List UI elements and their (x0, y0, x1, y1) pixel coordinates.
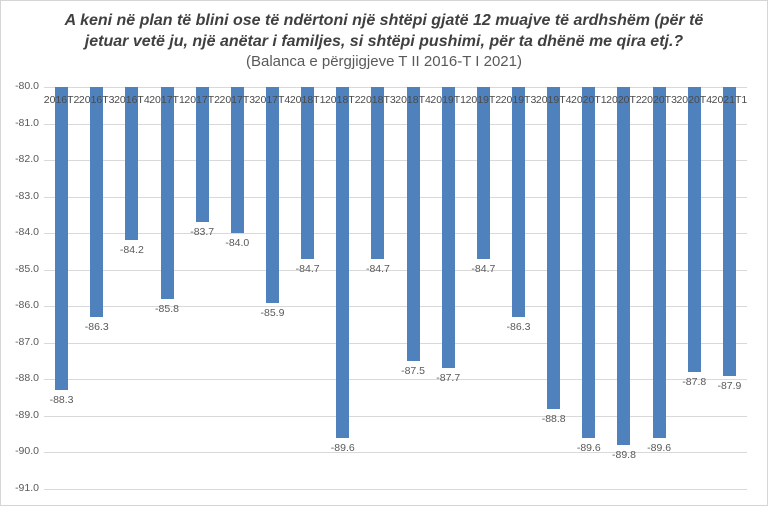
bar-value-label: -88.3 (49, 394, 74, 406)
bar-2017T4 (266, 87, 279, 303)
gridline (44, 306, 747, 307)
y-axis-tick-label: -85.0 (15, 263, 39, 275)
bar-value-label: -86.3 (506, 321, 531, 333)
gridline (44, 270, 747, 271)
bar-2018T2 (336, 87, 349, 438)
bar-2017T3 (231, 87, 244, 233)
bar-value-label: -89.6 (647, 442, 672, 454)
gridline (44, 343, 747, 344)
bar-value-label: -89.8 (612, 449, 636, 461)
bar-value-label: -87.5 (401, 365, 426, 377)
gridline (44, 160, 747, 161)
x-category-label: 2020T3 (641, 94, 677, 106)
bar-2020T2 (617, 87, 630, 445)
bar-value-label: -84.7 (365, 263, 390, 275)
bar-2018T1 (301, 87, 314, 259)
x-category-label: 2020T4 (676, 94, 713, 106)
y-axis-tick-label: -80.0 (15, 80, 39, 92)
x-category-label: 2016T3 (78, 94, 115, 106)
bar-2020T4 (688, 87, 701, 372)
x-category-label: 2017T2 (184, 94, 220, 106)
x-category-label: 2017T4 (254, 94, 291, 106)
x-category-label: 2018T4 (395, 94, 431, 106)
bar-value-label: -89.6 (330, 442, 355, 454)
gridline (44, 489, 747, 490)
x-category-label: 2016T2 (43, 94, 80, 106)
bar-value-label: -87.9 (717, 380, 742, 392)
bar-value-label: -87.8 (682, 376, 707, 388)
bar-2016T3 (90, 87, 103, 317)
y-axis-tick-label: -86.0 (15, 299, 39, 311)
bar-2018T3 (371, 87, 384, 259)
bar-value-label: -86.3 (84, 321, 109, 333)
gridline (44, 233, 747, 234)
x-category-label: 2019T1 (430, 94, 467, 106)
bar-value-label: -88.8 (541, 413, 566, 425)
x-category-label: 2019T3 (500, 94, 537, 106)
chart-subtitle: (Balanca e përgjigjeve T II 2016-T I 202… (245, 53, 522, 70)
x-category-label: 2018T3 (360, 94, 396, 106)
y-axis-tick-label: -91.0 (15, 482, 39, 494)
gridline (44, 379, 747, 380)
bar-2019T4 (547, 87, 560, 409)
bar-value-label: -85.9 (260, 307, 285, 319)
bar-2020T1 (582, 87, 595, 438)
gridline (44, 452, 747, 453)
y-axis-tick-label: -88.0 (15, 372, 39, 384)
bar-value-label: -89.6 (576, 442, 601, 454)
bar-2016T4 (125, 87, 138, 240)
x-category-label: 2019T2 (465, 94, 502, 106)
bar-value-label: -84.7 (471, 263, 496, 275)
x-category-label: 2020T1 (571, 94, 607, 106)
x-category-label: 2018T2 (324, 94, 361, 106)
y-axis-tick-label: -81.0 (15, 117, 39, 129)
gridline (44, 87, 747, 88)
x-category-label: 2021T1 (711, 94, 748, 106)
x-category-label: 2017T1 (149, 94, 185, 106)
chart-title: A keni në plan të blini ose të ndërtoni … (1, 10, 767, 72)
bar-2017T1 (161, 87, 174, 299)
x-category-label: 2018T1 (289, 94, 326, 106)
bar-value-label: -85.8 (155, 303, 179, 315)
y-axis-tick-label: -84.0 (15, 226, 39, 238)
y-axis-tick-label: -87.0 (15, 336, 39, 348)
y-axis-tick-label: -89.0 (15, 409, 39, 421)
chart-title-line1: A keni në plan të blini ose të ndërtoni … (64, 12, 704, 29)
bar-2016T2 (55, 87, 68, 390)
bar-2019T3 (512, 87, 525, 317)
bar-2017T2 (196, 87, 209, 222)
y-axis-tick-label: -83.0 (15, 190, 39, 202)
bar-value-label: -84.0 (225, 237, 250, 249)
bar-value-label: -87.7 (436, 372, 461, 384)
bar-value-label: -84.2 (119, 244, 144, 256)
gridline (44, 416, 747, 417)
y-axis-tick-label: -82.0 (15, 153, 39, 165)
bar-2019T2 (477, 87, 490, 259)
gridline (44, 124, 747, 125)
bar-2019T1 (442, 87, 455, 368)
bar-2018T4 (407, 87, 420, 361)
bar-value-label: -83.7 (190, 226, 215, 238)
chart-title-line2: jetuar vetë ju, një anëtar i familjes, s… (84, 33, 684, 50)
x-category-label: 2016T4 (114, 94, 150, 106)
x-category-label: 2017T3 (219, 94, 256, 106)
x-category-label: 2020T2 (606, 94, 642, 106)
x-category-label: 2019T4 (535, 94, 572, 106)
bar-2020T3 (653, 87, 666, 438)
bar-value-label: -84.7 (295, 263, 320, 275)
gridline (44, 197, 747, 198)
y-axis-tick-label: -90.0 (15, 445, 39, 457)
bar-2021T1 (723, 87, 736, 376)
